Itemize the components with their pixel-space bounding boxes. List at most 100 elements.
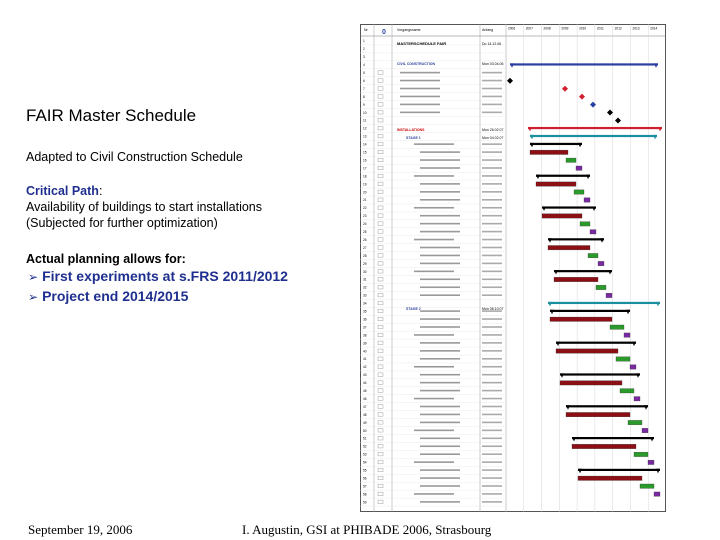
task-name-placeholder [414, 429, 454, 432]
row-number: 56 [363, 476, 367, 480]
row-number: 39 [363, 341, 367, 345]
task-name-placeholder [420, 199, 460, 201]
row-indicator-icon [377, 317, 384, 321]
task-start-placeholder [482, 358, 502, 360]
summary-cap [556, 341, 560, 347]
row-number: 20 [363, 190, 367, 194]
task-bar [575, 165, 583, 171]
row-indicator-icon [377, 332, 384, 337]
row-number: 57 [363, 484, 367, 488]
summary-cap [608, 270, 612, 275]
task-start-placeholder [482, 453, 502, 455]
task-name-placeholder [420, 286, 460, 289]
task-start-placeholder [482, 270, 502, 273]
summary-cap [566, 405, 570, 410]
task-name-placeholder [420, 445, 460, 448]
row-indicator-icon [377, 309, 384, 313]
task-name-placeholder [414, 143, 454, 145]
task-name-placeholder [414, 270, 454, 273]
year-label: 2006 [508, 27, 515, 31]
row-indicator-icon [377, 364, 384, 369]
task-start-placeholder [482, 381, 502, 384]
summary-cap [536, 174, 540, 180]
summary-cap [542, 206, 546, 211]
task-name-placeholder [414, 493, 454, 495]
task-start-placeholder [482, 238, 502, 241]
row-indicator-icon [377, 404, 384, 409]
row-number: 55 [363, 469, 367, 473]
year-label: 2010 [579, 27, 586, 31]
task-bar [549, 316, 613, 322]
row-number: 19 [363, 182, 367, 186]
milestone-diamond [615, 117, 621, 124]
task-bar [553, 277, 599, 282]
task-name-placeholder [420, 222, 460, 225]
row-indicator-icon [377, 356, 384, 361]
year-label: 2007 [526, 27, 533, 31]
actual-planning-heading: Actual planning allows for: [26, 252, 186, 266]
row-number: 53 [363, 453, 367, 457]
row-indicator-icon [377, 253, 384, 258]
task-name-placeholder [414, 461, 454, 463]
task-start-placeholder [482, 167, 502, 169]
summary-cap [592, 206, 596, 211]
row-indicator-icon [377, 134, 384, 139]
row-indicator-icon [377, 221, 384, 226]
row-indicator-icon [377, 78, 384, 83]
row-number: 5 [363, 71, 365, 75]
row-number: 45 [363, 389, 367, 393]
task-start-placeholder [482, 477, 502, 479]
row-indicator-icon [377, 340, 384, 345]
summary-cap [548, 238, 552, 243]
row-indicator-icon [377, 388, 384, 393]
task-name-placeholder [414, 206, 454, 209]
row-indicator-icon [377, 460, 384, 465]
row-indicator-icon [377, 372, 384, 377]
summary-bar [556, 341, 636, 344]
task-start-placeholder [482, 175, 502, 177]
row-number: 34 [363, 302, 367, 306]
year-label: 2013 [632, 27, 639, 31]
milestone-diamond [507, 77, 513, 84]
gantt-bars [507, 63, 662, 497]
task-start-placeholder [482, 143, 502, 145]
task-start-placeholder [482, 159, 502, 161]
task-name-placeholder [414, 397, 454, 400]
header-nr: Nr. [364, 28, 369, 32]
row-indicator-icon [377, 197, 384, 202]
task-bar [641, 428, 649, 433]
task-start-placeholder [482, 286, 502, 289]
task-name-placeholder [420, 421, 460, 424]
task-start-placeholder [482, 151, 502, 153]
critical-path-block: Critical Path: Availability of buildings… [26, 183, 262, 231]
task-name-placeholder [420, 254, 460, 257]
summary-bar [578, 468, 660, 471]
row-number: 59 [363, 500, 367, 504]
summary-cap [510, 63, 514, 68]
row-indicator-icon [377, 261, 384, 266]
milestone-diamond [607, 109, 613, 116]
task-name-placeholder [420, 230, 460, 233]
summary-cap [656, 301, 660, 307]
row-installations-task: INSTALLATIONS [397, 128, 425, 132]
task-bar [597, 261, 605, 266]
row-number: 18 [363, 174, 367, 178]
row-number: 22 [363, 206, 367, 210]
task-name-placeholder [420, 350, 460, 352]
row-number: 11 [363, 119, 367, 123]
task-start-placeholder [482, 310, 502, 312]
row-indicator-icon [377, 213, 384, 218]
task-start-placeholder [482, 493, 502, 495]
row-indicator-icon [377, 102, 384, 107]
row-number: 38 [363, 333, 367, 337]
task-name-placeholder [400, 71, 440, 74]
row-indicator-icon [377, 118, 384, 123]
row-number: 46 [363, 397, 367, 401]
task-bar [619, 388, 635, 394]
task-name-placeholder [414, 175, 454, 177]
summary-cap [626, 309, 630, 315]
bullet-project-end: ➢ Project end 2014/2015 [28, 288, 188, 304]
summary-bar [528, 126, 662, 130]
row-number: 52 [363, 445, 367, 449]
row-indicator-icon [377, 436, 384, 441]
